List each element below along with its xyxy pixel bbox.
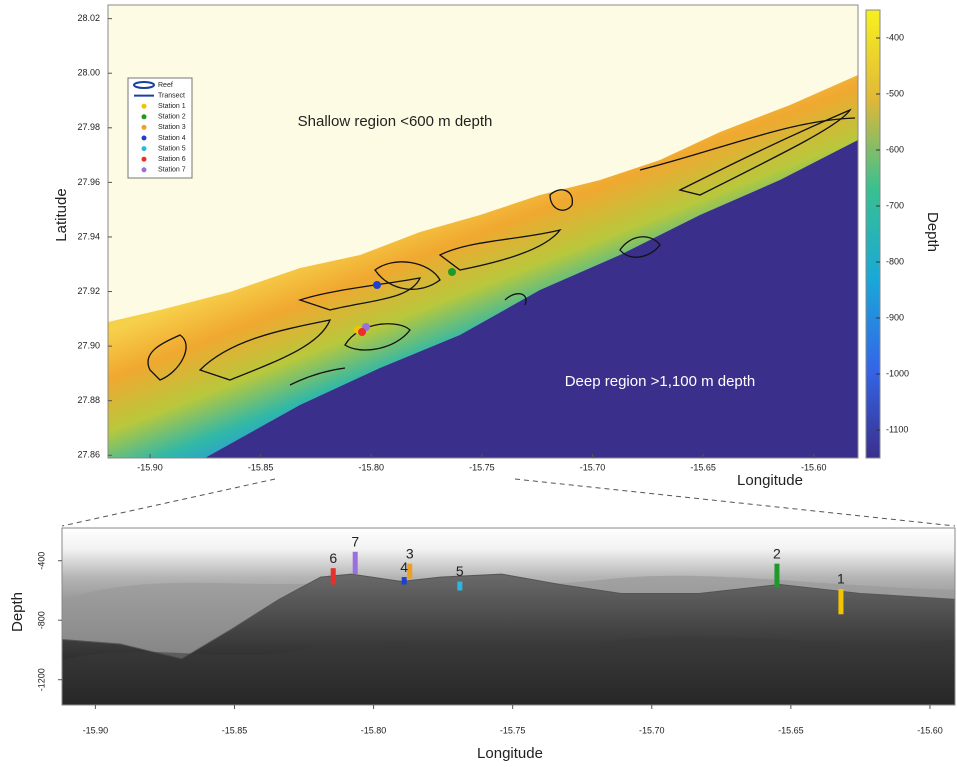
legend-label: Station 4 [158,135,186,142]
colorbar-tick-label: -600 [886,144,904,154]
colorbar-tick-label: -500 [886,88,904,98]
contour [678,108,852,196]
x-tick-label: -15.75 [500,725,526,735]
legend-label: Station 5 [158,145,186,152]
legend-label: Station 7 [158,167,186,174]
x-tick-label: -15.70 [580,462,606,472]
y-tick-label: 27.98 [77,122,100,132]
station-label: 4 [400,559,408,575]
legend-label: Station 6 [158,156,186,163]
station-dot [448,268,456,276]
y-tick-label: 27.90 [77,340,100,350]
legend-marker [141,156,147,162]
zoom-line [61,478,276,527]
station-label: 7 [351,534,359,550]
x-tick-label: -15.60 [801,462,827,472]
x-tick-label: -15.90 [83,725,109,735]
y-tick-label: 27.86 [77,450,100,460]
x-tick-label: -15.80 [359,462,385,472]
station-bar [774,563,780,588]
plot-frame [107,4,859,459]
station-label: 6 [329,550,337,566]
station-bar [352,551,358,575]
plot-frame [61,527,956,706]
x-tick-label: -15.85 [222,725,248,735]
station-label: 1 [837,571,845,587]
legend-marker [141,114,147,120]
x-tick-label: -15.90 [137,462,163,472]
colorbar-tick-label: -1100 [886,424,908,434]
x-tick-label: -15.75 [469,462,495,472]
legend-marker [141,135,147,141]
legend-marker [141,167,147,173]
y-axis-label: Depth [9,592,26,632]
station-bar [838,588,844,615]
legend-label: Transect [158,92,185,99]
x-tick-label: -15.80 [361,725,387,735]
near-ridge [62,636,955,705]
colorbar-tick-label: -700 [886,200,904,210]
station-label: 5 [456,563,464,579]
x-tick-label: -15.65 [690,462,716,472]
contour [198,319,332,381]
y-tick-label: 27.94 [77,231,100,241]
legend-label: Station 1 [158,103,186,110]
x-axis-label: Longitude [477,745,543,762]
contour [619,236,661,258]
profile-panel: 1 2 34 5 67 -15.90 -15.85 -15.80 -15.75 -15.70 -15… [9,527,956,762]
y-tick-label: 28.02 [77,13,100,23]
profile-line [61,573,956,660]
y-tick-label: -1200 [36,668,46,691]
y-tick-label: -400 [36,552,46,570]
station-bar [407,563,413,579]
x-axis-label: Longitude [737,472,803,489]
y-tick-label: 28.00 [77,68,100,78]
station-dot [358,328,366,336]
legend-marker [133,81,155,89]
legend-label: Station 3 [158,124,186,131]
y-tick-label: 27.88 [77,395,100,405]
colorbar-tick-label: -800 [886,256,904,266]
contour [549,189,573,211]
colorbar [865,9,881,459]
y-tick-label: 27.96 [77,177,100,187]
y-tick-label: 27.92 [77,286,100,296]
station-bar [401,577,407,585]
legend-marker [141,146,147,152]
legend-marker [141,124,147,130]
station-dot [373,281,381,289]
contour [297,277,422,311]
deep-region [205,140,858,458]
x-tick-label: -15.65 [778,725,804,735]
contour [289,367,346,386]
contour [374,261,441,290]
x-tick-label: -15.60 [917,725,943,735]
y-tick-label: -800 [36,611,46,629]
annotation: Shallow region <600 m depth [298,113,493,130]
contour [147,334,187,381]
station-label: 3 [406,545,414,561]
station-label: 2 [773,545,781,561]
annotation: Deep region >1,100 m depth [565,373,756,390]
colorbar-tick-label: -1000 [886,368,909,378]
legend-label: Reef [158,82,173,89]
station-bar [457,581,463,591]
x-tick-label: -15.70 [639,725,665,735]
map-panel: -15.90 -15.85 -15.80 -15.75 -15.70 -15.65 -15.… [53,4,941,489]
colorbar-tick-label: -900 [886,312,904,322]
contour [639,117,856,171]
legend-marker [141,103,147,109]
y-axis-label: Latitude [53,188,70,241]
zoom-line [514,478,956,527]
station-bar [330,568,336,585]
legend-label: Station 2 [158,114,186,121]
colorbar-tick-label: -400 [886,32,904,42]
colorbar-label: Depth [924,212,941,252]
contour [504,293,527,306]
x-tick-label: -15.85 [248,462,274,472]
contour [438,228,562,271]
